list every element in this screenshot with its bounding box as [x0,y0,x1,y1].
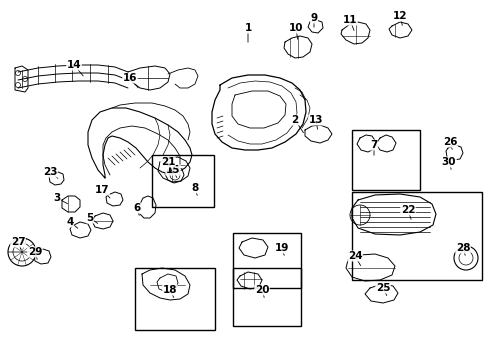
Text: 7: 7 [369,140,377,150]
Text: 19: 19 [274,243,288,253]
Text: 17: 17 [95,185,109,195]
Bar [232,233,301,288]
Text: 21: 21 [161,157,175,167]
Text: 24: 24 [347,251,362,261]
Text: 2: 2 [291,115,298,125]
Text: 12: 12 [392,11,407,21]
Text: 1: 1 [244,23,251,33]
Text: 22: 22 [400,205,414,215]
Text: 4: 4 [66,217,74,227]
Bar [351,192,481,280]
Text: 6: 6 [133,203,141,213]
Bar [232,268,301,326]
Text: 23: 23 [42,167,57,177]
Text: 20: 20 [254,285,269,295]
Text: 11: 11 [342,15,357,25]
Bar [152,155,214,207]
Text: 30: 30 [441,157,455,167]
Text: 14: 14 [66,60,81,70]
Text: 13: 13 [308,115,323,125]
Text: 16: 16 [122,73,137,83]
Bar [351,130,419,190]
Text: 25: 25 [375,283,389,293]
Text: 28: 28 [455,243,469,253]
Text: 27: 27 [11,237,25,247]
Text: 10: 10 [288,23,303,33]
Bar [135,268,215,330]
Text: 29: 29 [28,247,42,257]
Text: 9: 9 [310,13,317,23]
Text: 5: 5 [86,213,93,223]
Text: 3: 3 [53,193,61,203]
Text: 15: 15 [165,165,180,175]
Text: 8: 8 [191,183,198,193]
Text: 26: 26 [442,137,456,147]
Text: 18: 18 [163,285,177,295]
